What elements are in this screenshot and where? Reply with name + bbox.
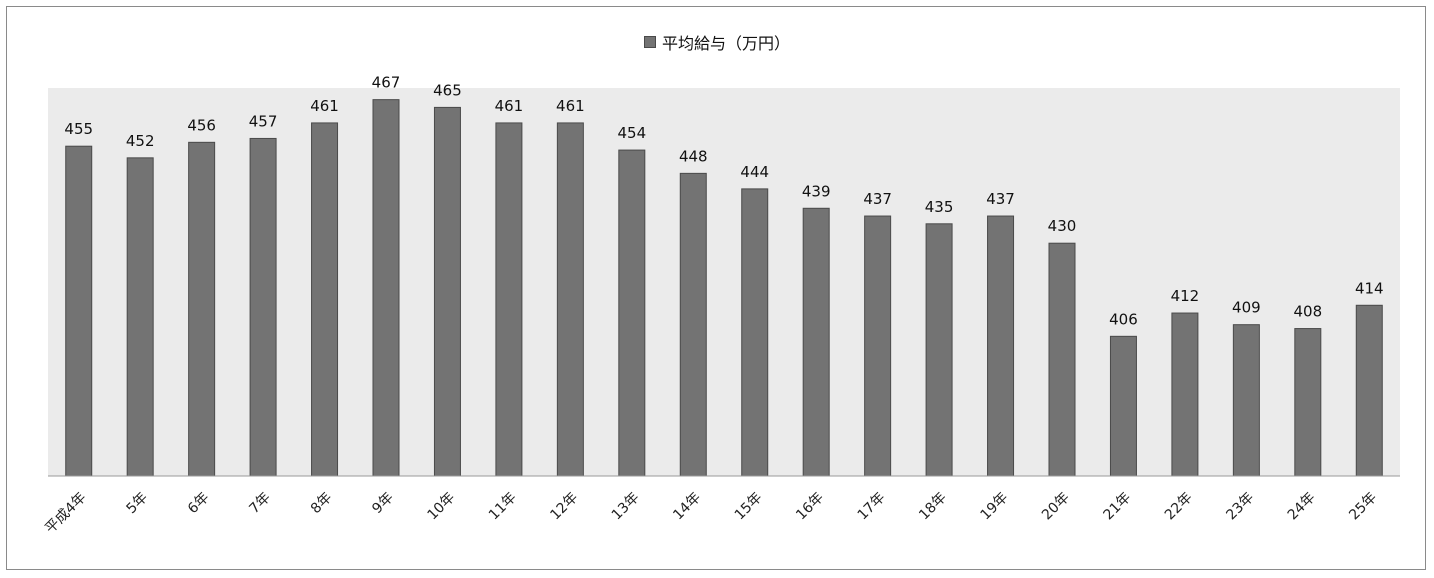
x-tick-label: 16年 [793,490,827,524]
data-label: 455 [64,120,93,138]
data-label: 439 [802,182,831,200]
x-tick-label: 平成4年 [42,490,89,537]
bar [987,215,1015,477]
x-tick-label: 6年 [185,490,213,518]
data-label: 461 [556,97,585,115]
bar [188,141,216,477]
x-tick-label: 23年 [1223,490,1257,524]
x-tick-label: 10年 [424,490,458,524]
bar [1232,324,1260,477]
legend-swatch [643,36,656,48]
data-label: 444 [740,163,769,181]
x-tick-label: 14年 [670,490,704,524]
data-label: 454 [617,124,646,142]
bar [864,215,892,477]
bar [1294,328,1322,477]
bar [1048,242,1076,477]
bar [741,188,769,477]
legend-label: 平均給与（万円） [661,34,790,53]
bar [556,122,584,477]
bar [249,137,277,477]
x-tick-label: 11年 [486,490,520,524]
data-label: 437 [986,190,1015,208]
x-tick-label: 21年 [1100,490,1134,524]
data-label: 430 [1048,217,1077,235]
data-label: 409 [1232,299,1261,317]
bar [372,99,400,477]
data-label: 408 [1293,303,1322,321]
x-tick-label: 8年 [308,490,336,518]
x-tick-label: 9年 [369,490,397,518]
data-label: 456 [187,116,216,134]
x-tick-label: 15年 [732,490,766,524]
x-tick-label: 13年 [609,490,643,524]
bar [65,145,93,477]
data-label: 461 [495,97,524,115]
x-tick-label: 17年 [855,490,889,524]
x-tick-label: 5年 [123,490,151,518]
bar [925,223,953,477]
x-tick-label: 7年 [246,490,274,518]
data-label: 461 [310,97,339,115]
x-tick-label: 22年 [1162,490,1196,524]
bar [311,122,339,477]
data-label: 467 [372,74,401,92]
bar [1355,304,1383,477]
data-label: 412 [1171,287,1200,305]
data-label: 457 [249,112,278,130]
bar [126,157,154,477]
data-label: 414 [1355,279,1384,297]
chart-legend: 平均給与（万円） [0,30,1434,54]
bar [618,149,646,477]
data-label: 448 [679,147,708,165]
x-tick-label: 25年 [1346,490,1380,524]
bar [802,207,830,477]
x-tick-label: 20年 [1039,490,1073,524]
x-tick-label: 18年 [916,490,950,524]
bar [1171,312,1199,477]
x-tick-label: 19年 [978,490,1012,524]
bar [433,106,461,477]
data-label: 452 [126,132,155,150]
x-tick-label: 24年 [1285,490,1319,524]
data-label: 465 [433,81,462,99]
bar [679,172,707,477]
data-label: 435 [925,198,954,216]
data-label: 437 [863,190,892,208]
bar [495,122,523,477]
data-label: 406 [1109,310,1138,328]
x-tick-label: 12年 [547,490,581,524]
bar [1109,335,1137,477]
